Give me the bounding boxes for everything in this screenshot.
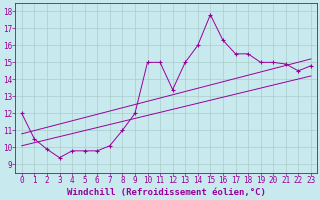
X-axis label: Windchill (Refroidissement éolien,°C): Windchill (Refroidissement éolien,°C) — [67, 188, 266, 197]
